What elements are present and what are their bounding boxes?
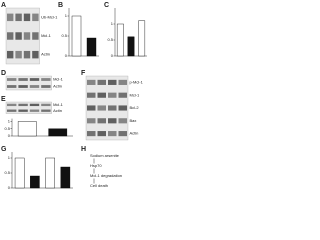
blot-label: Mcl-1	[53, 102, 64, 107]
bar	[116, 23, 124, 57]
blot-band	[87, 118, 96, 124]
blot-band	[18, 78, 28, 81]
blot-band	[41, 85, 51, 88]
bar	[60, 166, 71, 189]
blot-band	[15, 50, 22, 59]
bar	[138, 20, 146, 57]
blot-band	[7, 103, 17, 107]
blot-band	[23, 50, 31, 59]
blot-band	[7, 85, 17, 88]
blot	[5, 75, 52, 91]
y-tick-label: 0.5	[4, 170, 10, 175]
blot-band	[97, 79, 106, 85]
panel-letter: E	[1, 96, 6, 103]
figure: AUb-Mcl-1Mcl-1ActinB00.51C00.51DMcl-1Act…	[1, 2, 147, 190]
blot-band	[118, 118, 127, 124]
blot-band	[29, 78, 40, 81]
blot-label: Mcl-1	[53, 77, 64, 82]
blot-band	[32, 50, 39, 59]
blot	[5, 101, 52, 114]
blot-band	[118, 131, 127, 137]
blot-band	[118, 92, 127, 98]
bar	[127, 36, 135, 57]
blot-band	[97, 131, 106, 137]
bar	[17, 121, 37, 137]
blot-band	[29, 85, 40, 88]
y-tick-label: 0.5	[61, 33, 67, 38]
blot-band	[18, 103, 28, 107]
blot-band	[108, 92, 117, 98]
blot-band	[32, 13, 39, 22]
y-tick-label: 0.5	[107, 37, 113, 42]
blot-band	[87, 105, 96, 111]
bar	[86, 37, 97, 57]
y-tick-label: 0	[8, 185, 11, 190]
y-tick-label: 1	[8, 155, 11, 160]
diagram-text: Sodium arsenite	[90, 153, 120, 158]
y-tick-label: 0	[65, 53, 68, 58]
blot-band	[15, 32, 22, 40]
panel-letter: H	[81, 146, 86, 153]
blot-band	[108, 118, 117, 124]
blot-band	[118, 79, 127, 85]
blot-band	[87, 131, 96, 137]
blot-band	[118, 105, 127, 111]
blot-band	[97, 118, 106, 124]
blot-label: p-Mcl-1	[130, 79, 144, 84]
panel-letter: C	[104, 2, 109, 9]
panel-letter: A	[1, 2, 6, 9]
y-tick-label: 0.5	[4, 126, 10, 131]
bar	[71, 15, 82, 57]
panel-letter: G	[1, 146, 7, 153]
blot-label: Actin	[130, 131, 139, 136]
blot-band	[7, 50, 14, 59]
bar	[48, 128, 68, 137]
blot-band	[7, 78, 17, 81]
bar	[45, 157, 55, 189]
blot-label: Actin	[53, 108, 62, 113]
blot-label: Bcl-2	[130, 105, 140, 110]
y-tick-label: 1	[65, 13, 68, 18]
blot-band	[87, 92, 96, 98]
blot-band	[7, 32, 14, 40]
blot-band	[18, 85, 28, 88]
diagram-text: Mcl-1 degradation	[90, 173, 122, 178]
blot-band	[87, 79, 96, 85]
blot-label: Mcl-1	[130, 92, 141, 97]
blot-band	[41, 103, 51, 107]
blot-band	[29, 103, 40, 107]
blot-band	[41, 78, 51, 81]
blot-label: Bax	[130, 118, 137, 123]
blot-band	[32, 32, 39, 40]
blot-band	[97, 105, 106, 111]
blot-band	[108, 131, 117, 137]
diagram-text: Hsp70	[90, 163, 102, 168]
blot-label: Mcl-1	[41, 33, 52, 38]
blot-band	[23, 32, 31, 40]
blot-band	[108, 105, 117, 111]
blot-band	[7, 109, 17, 112]
panel-letter: D	[1, 70, 6, 77]
blot-band	[29, 109, 40, 112]
bar	[30, 175, 40, 189]
panel-letter: F	[81, 70, 86, 77]
blot-band	[18, 109, 28, 112]
panel-letter: B	[58, 2, 63, 9]
y-tick-label: 0	[111, 53, 114, 58]
blot-band	[97, 92, 106, 98]
diagram-text: Cell death	[90, 183, 108, 188]
blot-label: Actin	[53, 84, 62, 89]
y-tick-label: 0	[8, 133, 11, 138]
y-tick-label: 1	[8, 119, 11, 124]
blot-band	[23, 13, 31, 22]
y-tick-label: 1	[111, 21, 114, 26]
blot-band	[108, 79, 117, 85]
blot-band	[7, 13, 14, 22]
blot-band	[41, 109, 51, 112]
blot-label: Ub-Mcl-1	[41, 14, 58, 19]
blot-label: Actin	[41, 52, 50, 57]
blot-band	[15, 13, 22, 22]
bar	[14, 157, 25, 189]
